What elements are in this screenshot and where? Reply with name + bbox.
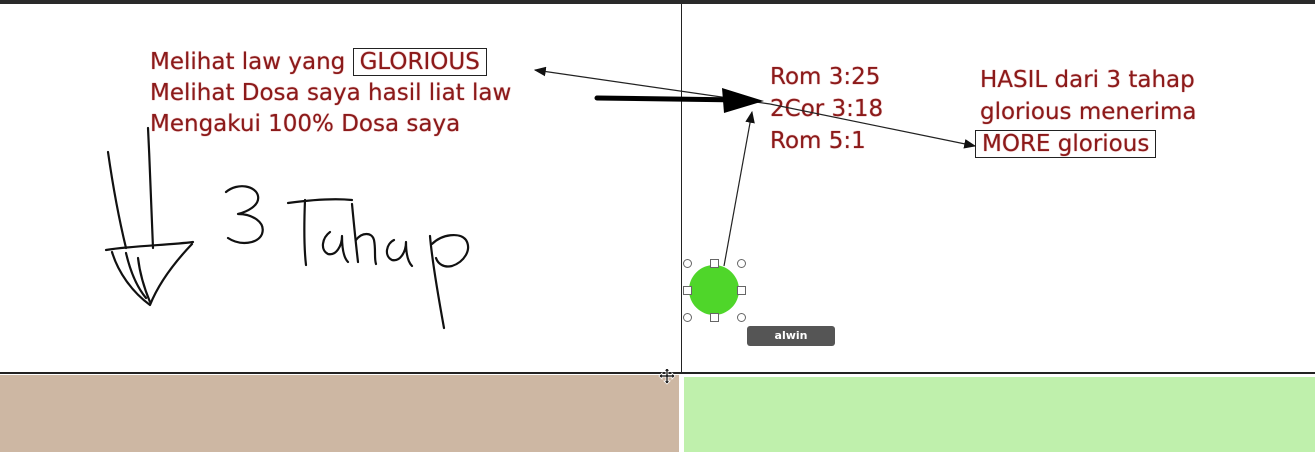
note-line-1: Melihat law yang GLORIOUS bbox=[150, 47, 511, 78]
connector-arrow-to-more-glorious[interactable] bbox=[769, 103, 977, 149]
bold-arrow-head[interactable] bbox=[722, 88, 764, 113]
bottom-strip bbox=[0, 452, 1315, 470]
selection-handle-bottom[interactable] bbox=[710, 313, 719, 322]
note-line-3: Mengakui 100% Dosa saya bbox=[150, 111, 461, 137]
more-glorious-box[interactable]: MORE glorious bbox=[975, 130, 1157, 158]
result-line-2: glorious menerima bbox=[980, 99, 1197, 125]
note-line-1-text: Melihat law yang bbox=[150, 49, 353, 75]
selection-handle-right[interactable] bbox=[737, 286, 746, 295]
user-avatar-node[interactable] bbox=[683, 259, 746, 322]
freehand-funnel-scribble[interactable] bbox=[104, 126, 195, 307]
text-note-left[interactable]: Melihat law yang GLORIOUS Melihat Dosa s… bbox=[150, 47, 511, 140]
verse-3: Rom 5:1 bbox=[770, 128, 866, 154]
connector-arrow-from-avatar[interactable] bbox=[723, 110, 755, 267]
move-cursor-icon[interactable] bbox=[658, 367, 676, 385]
text-note-result[interactable]: HASIL dari 3 tahap glorious menerima MOR… bbox=[975, 64, 1197, 160]
bold-arrow-shaft[interactable] bbox=[594, 95, 745, 103]
note-line-2: Melihat Dosa saya hasil liat law bbox=[150, 80, 512, 106]
selection-handle-top[interactable] bbox=[710, 259, 719, 268]
user-name-tag: alwin bbox=[747, 326, 835, 346]
handwritten-3-tahap[interactable]: 3 tahap bbox=[224, 185, 470, 330]
top-bar bbox=[0, 0, 1315, 4]
selection-handle-bottom-right[interactable] bbox=[737, 313, 746, 322]
avatar[interactable] bbox=[689, 265, 739, 315]
selection-handle-bottom-left[interactable] bbox=[683, 313, 692, 322]
glorious-box[interactable]: GLORIOUS bbox=[352, 48, 487, 76]
text-note-verses[interactable]: Rom 3:25 2Cor 3:18 Rom 5:1 bbox=[770, 61, 883, 157]
board-vertical-divider[interactable] bbox=[681, 4, 682, 374]
board-horizontal-divider[interactable] bbox=[0, 372, 1315, 374]
result-line-1: HASIL dari 3 tahap bbox=[980, 67, 1195, 93]
selection-handle-top-right[interactable] bbox=[737, 259, 746, 268]
panel-right[interactable] bbox=[684, 377, 1315, 452]
verse-2: 2Cor 3:18 bbox=[770, 96, 884, 122]
selection-handle-top-left[interactable] bbox=[683, 259, 692, 268]
selection-handle-left[interactable] bbox=[683, 286, 692, 295]
verse-1: Rom 3:25 bbox=[770, 64, 881, 90]
panel-left[interactable] bbox=[0, 375, 679, 452]
